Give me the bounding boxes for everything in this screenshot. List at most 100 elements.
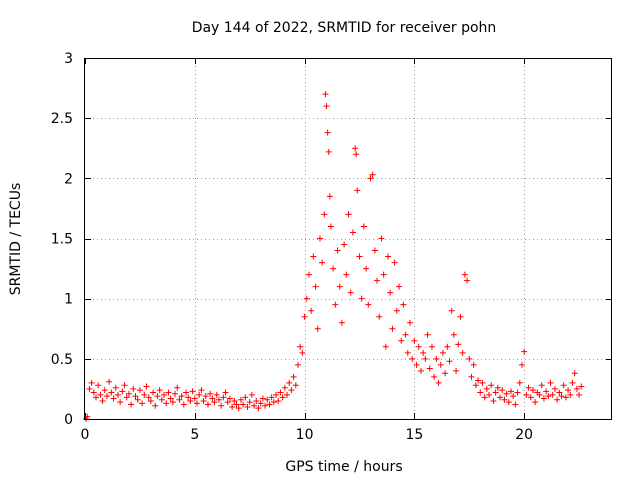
- data-point: [172, 390, 179, 397]
- data-point: [431, 373, 438, 380]
- data-point: [325, 148, 332, 155]
- data-point: [165, 389, 172, 396]
- data-point: [178, 393, 185, 400]
- data-point: [345, 211, 352, 218]
- data-point: [240, 401, 247, 408]
- data-point: [554, 396, 561, 403]
- data-point: [99, 397, 106, 404]
- data-point: [354, 187, 361, 194]
- data-point: [237, 396, 244, 403]
- data-point: [112, 384, 119, 391]
- data-point: [507, 388, 514, 395]
- data-point: [143, 383, 150, 390]
- data-point: [404, 349, 411, 356]
- data-point: [472, 382, 479, 389]
- data-point: [556, 389, 563, 396]
- data-point: [253, 397, 260, 404]
- data-point: [565, 387, 572, 394]
- data-point: [308, 307, 315, 314]
- x-axis-label: GPS time / hours: [285, 459, 402, 475]
- plot-frame: [84, 58, 612, 420]
- data-point: [196, 391, 203, 398]
- data-point: [492, 389, 499, 396]
- data-point: [86, 385, 93, 392]
- data-point: [406, 319, 413, 326]
- data-point: [420, 349, 427, 356]
- data-point: [229, 403, 236, 410]
- data-point: [497, 394, 504, 401]
- y-tick-labels: 0 0.5 1 1.5 2 2.5 3: [51, 51, 73, 428]
- data-point: [490, 397, 497, 404]
- data-point: [193, 400, 200, 407]
- data-point: [545, 393, 552, 400]
- data-point: [90, 389, 97, 396]
- data-point: [176, 396, 183, 403]
- y-tick-label: 0.5: [51, 352, 73, 368]
- data-point: [453, 367, 460, 374]
- data-point: [459, 349, 466, 356]
- data-point: [444, 343, 451, 350]
- data-point: [319, 259, 326, 266]
- data-point: [211, 399, 218, 406]
- data-point: [367, 175, 374, 182]
- data-point: [134, 396, 141, 403]
- data-point: [161, 391, 168, 398]
- data-point: [457, 313, 464, 320]
- data-point: [499, 387, 506, 394]
- data-point: [389, 325, 396, 332]
- data-point: [224, 399, 231, 406]
- data-point: [158, 396, 165, 403]
- data-point: [316, 235, 323, 242]
- data-point: [301, 313, 308, 320]
- data-point: [349, 229, 356, 236]
- data-point: [312, 283, 319, 290]
- data-point: [244, 403, 251, 410]
- data-point: [400, 301, 407, 308]
- data-point: [119, 388, 126, 395]
- data-point: [334, 247, 341, 254]
- data-point: [424, 331, 431, 338]
- data-point: [281, 384, 288, 391]
- data-point: [187, 397, 194, 404]
- data-point: [352, 145, 359, 152]
- data-point: [382, 343, 389, 350]
- data-point: [374, 277, 381, 284]
- data-point: [573, 385, 580, 392]
- data-point: [220, 394, 227, 401]
- data-point: [512, 401, 519, 408]
- data-point: [510, 393, 517, 400]
- data-point: [387, 289, 394, 296]
- x-tick-label: 20: [515, 427, 533, 443]
- data-point: [435, 379, 442, 386]
- data-point: [494, 384, 501, 391]
- data-point: [297, 343, 304, 350]
- data-point: [125, 390, 132, 397]
- data-point: [279, 394, 286, 401]
- data-point: [202, 393, 209, 400]
- data-point: [147, 397, 154, 404]
- data-point: [141, 391, 148, 398]
- data-point: [326, 193, 333, 200]
- data-point: [338, 319, 345, 326]
- data-point: [248, 391, 255, 398]
- data-point: [514, 389, 521, 396]
- data-point: [516, 379, 523, 386]
- data-point: [191, 395, 198, 402]
- data-point: [128, 401, 135, 408]
- data-point: [324, 129, 331, 136]
- data-point: [562, 394, 569, 401]
- data-point: [264, 396, 271, 403]
- data-point: [174, 384, 181, 391]
- data-point: [268, 394, 275, 401]
- data-point: [343, 271, 350, 278]
- data-point: [242, 394, 249, 401]
- data-point: [369, 171, 376, 178]
- data-point: [576, 391, 583, 398]
- data-point: [330, 265, 337, 272]
- data-point: [360, 223, 367, 230]
- data-point: [235, 405, 242, 412]
- data-point: [378, 235, 385, 242]
- x-tick-label: 15: [405, 427, 423, 443]
- data-point: [101, 387, 108, 394]
